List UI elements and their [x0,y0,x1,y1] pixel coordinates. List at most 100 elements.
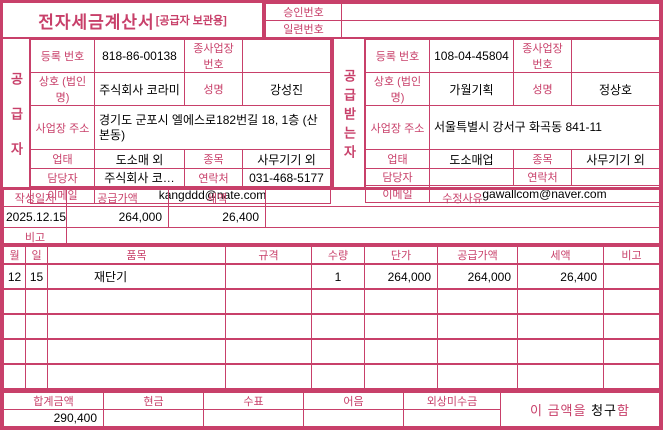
cash-label: 현금 [103,392,204,410]
buyer-regno-value: 108-04-45804 [429,39,514,73]
item-name [47,288,226,315]
line-items-section: 월 일 품목 규격 수량 단가 공급가액 세액 비고 12 15 재단기 1 2… [3,245,660,392]
claim-method: 청구 [591,403,618,418]
claim-statement: 이 금액을 청구함 [500,392,660,427]
totals-section: 합계금액 현금 수표 어음 외상미수금 이 금액을 청구함 290,400 [3,392,660,427]
item-row-5 [3,363,660,390]
amount-summary-section: 작성일자 공급가액 세액 수정사유 2025.12.15 264,000 26,… [3,189,660,246]
page-title: 전자세금계산서 [38,12,155,32]
item-row-2 [3,288,660,315]
item-name: 재단기 [47,263,226,290]
item-month [3,363,26,390]
tax-amount-label: 세액 [168,189,266,207]
items-header-note: 비고 [603,245,660,265]
item-day [25,363,48,390]
item-tax [517,288,604,315]
item-note [603,338,660,365]
buyer-company-label: 상호 (법인명) [365,72,430,106]
note-value [66,227,660,246]
item-day: 15 [25,263,48,290]
buyer-company-value: 가월기획 [429,72,514,106]
items-header-qty: 수량 [311,245,365,265]
revision-reason-value [265,206,660,228]
item-name [47,338,226,365]
bill-value [303,409,404,427]
item-spec [225,313,312,340]
item-row-1: 12 15 재단기 1 264,000 264,000 26,400 [3,263,660,290]
supplier-name-value: 강성진 [242,72,331,106]
supplier-subbiz-value [242,39,331,73]
supplier-contact-value: 031-468-5177 [242,168,331,187]
buyer-name-value: 정상호 [571,72,660,106]
buyer-bizitem-label: 종목 [513,149,572,169]
supplier-contact-label: 연락처 [184,168,243,187]
approval-numbers: 승인번호 일련번호 [265,3,660,38]
items-header-spec: 규격 [225,245,312,265]
item-spec [225,288,312,315]
item-row-3 [3,313,660,340]
item-supply [437,288,518,315]
item-month [3,338,26,365]
supplier-address-label: 사업장 주소 [30,105,95,150]
item-unitprice: 264,000 [364,263,438,290]
supplier-vertical-label: 공급자 [3,39,30,187]
item-qty [311,338,365,365]
buyer-address-label: 사업장 주소 [365,105,430,150]
item-qty [311,288,365,315]
item-spec [225,263,312,290]
revision-reason-label: 수정사유 [265,189,660,207]
item-unitprice [364,338,438,365]
title-box: 전자세금계산서 [공급자 보관용] [3,3,265,37]
item-supply [437,338,518,365]
item-note [603,363,660,390]
items-header-tax: 세액 [517,245,604,265]
tax-amount-value: 26,400 [168,206,266,228]
item-tax [517,338,604,365]
buyer-contact-value [571,168,660,186]
buyer-vertical-label: 공급받는자 [334,39,365,187]
buyer-contact-label: 연락처 [513,168,572,186]
item-month: 12 [3,263,26,290]
buyer-manager-value [429,168,514,186]
item-name [47,363,226,390]
supplier-bizitem-value: 사무기기 외 [242,149,331,169]
item-month [3,288,26,315]
check-value [203,409,304,427]
supplier-biztype-value: 도소매 외 [94,149,185,169]
supply-amount-label: 공급가액 [66,189,169,207]
supplier-regno-label: 등록 번호 [30,39,95,73]
supplier-manager-value: 주식회사 코… [94,168,185,187]
items-header-day: 일 [25,245,48,265]
cash-value [103,409,204,427]
item-tax [517,363,604,390]
header-section: 전자세금계산서 [공급자 보관용] 승인번호 일련번호 [3,3,660,39]
note-label: 비고 [3,227,67,246]
supplier-company-label: 상호 (법인명) [30,72,95,106]
item-spec [225,338,312,365]
buyer-biztype-label: 업태 [365,149,430,169]
item-day [25,288,48,315]
item-tax [517,313,604,340]
item-note [603,313,660,340]
item-qty: 1 [311,263,365,290]
item-name [47,313,226,340]
item-unitprice [364,313,438,340]
buyer-block: 공급받는자 등록 번호 108-04-45804 종사업장 번호 상호 (법인명… [334,39,660,203]
supplier-manager-label: 담당자 [30,168,95,187]
item-note [603,288,660,315]
supplier-block: 공급자 등록 번호 818-86-00138 종사업장 번호 상호 (법인명) … [3,39,334,204]
buyer-bizitem-value: 사무기기 외 [571,149,660,169]
supplier-subbiz-label: 종사업장 번호 [184,39,243,73]
buyer-biztype-value: 도소매업 [429,149,514,169]
approval-number-value [341,3,660,21]
item-row-4 [3,338,660,365]
item-supply: 264,000 [437,263,518,290]
items-header-row: 월 일 품목 규격 수량 단가 공급가액 세액 비고 [3,245,660,265]
supplier-company-value: 주식회사 코라미 [94,72,185,106]
total-amount-label: 합계금액 [3,392,104,410]
issue-date-value: 2025.12.15 [3,206,67,228]
claim-prefix: 이 금액을 [530,403,592,418]
claim-suffix: 함 [617,403,630,418]
buyer-manager-label: 담당자 [365,168,430,186]
